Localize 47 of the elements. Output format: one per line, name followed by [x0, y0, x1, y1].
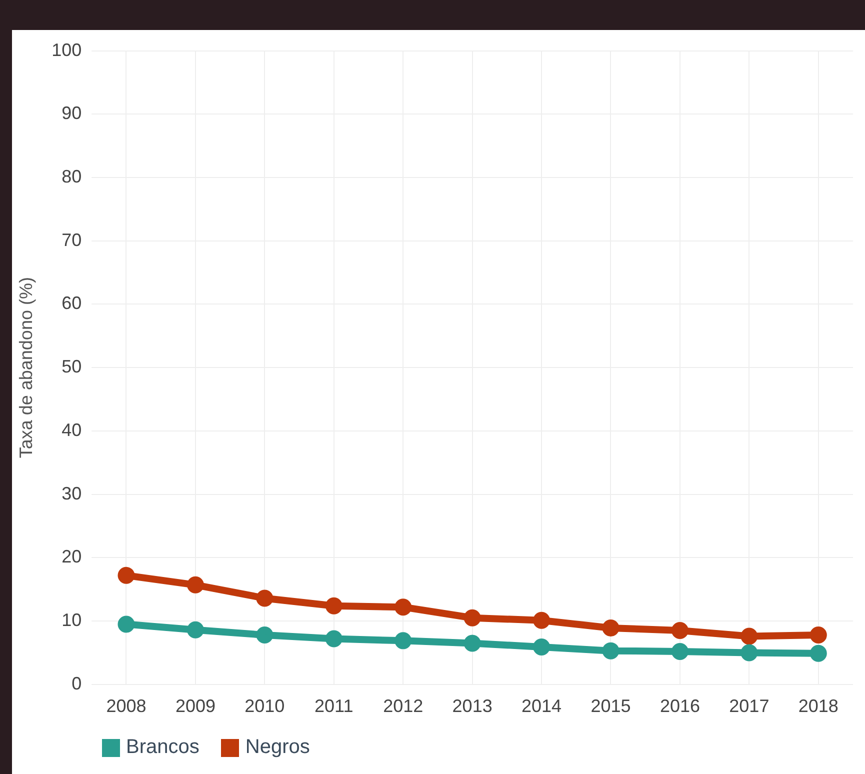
x-tick-label: 2014	[522, 696, 562, 716]
x-tick-label: 2013	[452, 696, 492, 716]
point	[118, 616, 135, 633]
y-tick-label: 50	[62, 356, 82, 377]
point	[602, 620, 620, 637]
point	[464, 609, 481, 626]
point	[533, 612, 550, 629]
point	[602, 642, 620, 660]
y-tick-label: 0	[72, 673, 82, 694]
point	[256, 590, 274, 607]
point	[740, 628, 758, 645]
y-tick-label: 40	[62, 420, 82, 440]
x-tick-label: 2009	[175, 696, 216, 716]
x-tick-label: 2015	[590, 696, 631, 716]
point	[740, 644, 758, 662]
y-tick-label: 10	[62, 610, 82, 630]
y-tick-label: 100	[52, 40, 82, 60]
point	[325, 597, 342, 614]
point	[118, 566, 135, 584]
point	[256, 626, 274, 644]
y-tick-label: 30	[62, 483, 82, 504]
y-tick-label: 20	[62, 546, 82, 567]
x-tick-label: 2018	[798, 696, 838, 716]
x-tick-label: 2010	[244, 696, 285, 716]
y-axis-title: Taxa de abandono (%)	[16, 277, 36, 458]
point	[186, 576, 204, 594]
y-tick-label: 60	[62, 293, 82, 314]
point	[810, 644, 827, 662]
y-tick-label: 70	[62, 230, 82, 250]
x-tick-label: 2011	[314, 696, 354, 716]
x-tick-label: 2012	[383, 696, 424, 716]
y-tick-label: 80	[62, 166, 82, 186]
legend-label: Brancos	[126, 736, 200, 759]
point	[394, 632, 412, 650]
point	[671, 622, 688, 640]
legend-label: Negros	[245, 736, 310, 759]
point	[464, 634, 481, 652]
x-tick-label: 2008	[106, 696, 146, 716]
point	[533, 638, 550, 656]
point	[325, 630, 342, 648]
x-tick-label: 2016	[660, 696, 700, 716]
point	[671, 642, 688, 660]
point	[186, 621, 204, 638]
y-tick-label: 90	[62, 103, 82, 124]
point	[394, 598, 412, 616]
x-tick-label: 2017	[729, 696, 770, 716]
point	[810, 626, 827, 644]
